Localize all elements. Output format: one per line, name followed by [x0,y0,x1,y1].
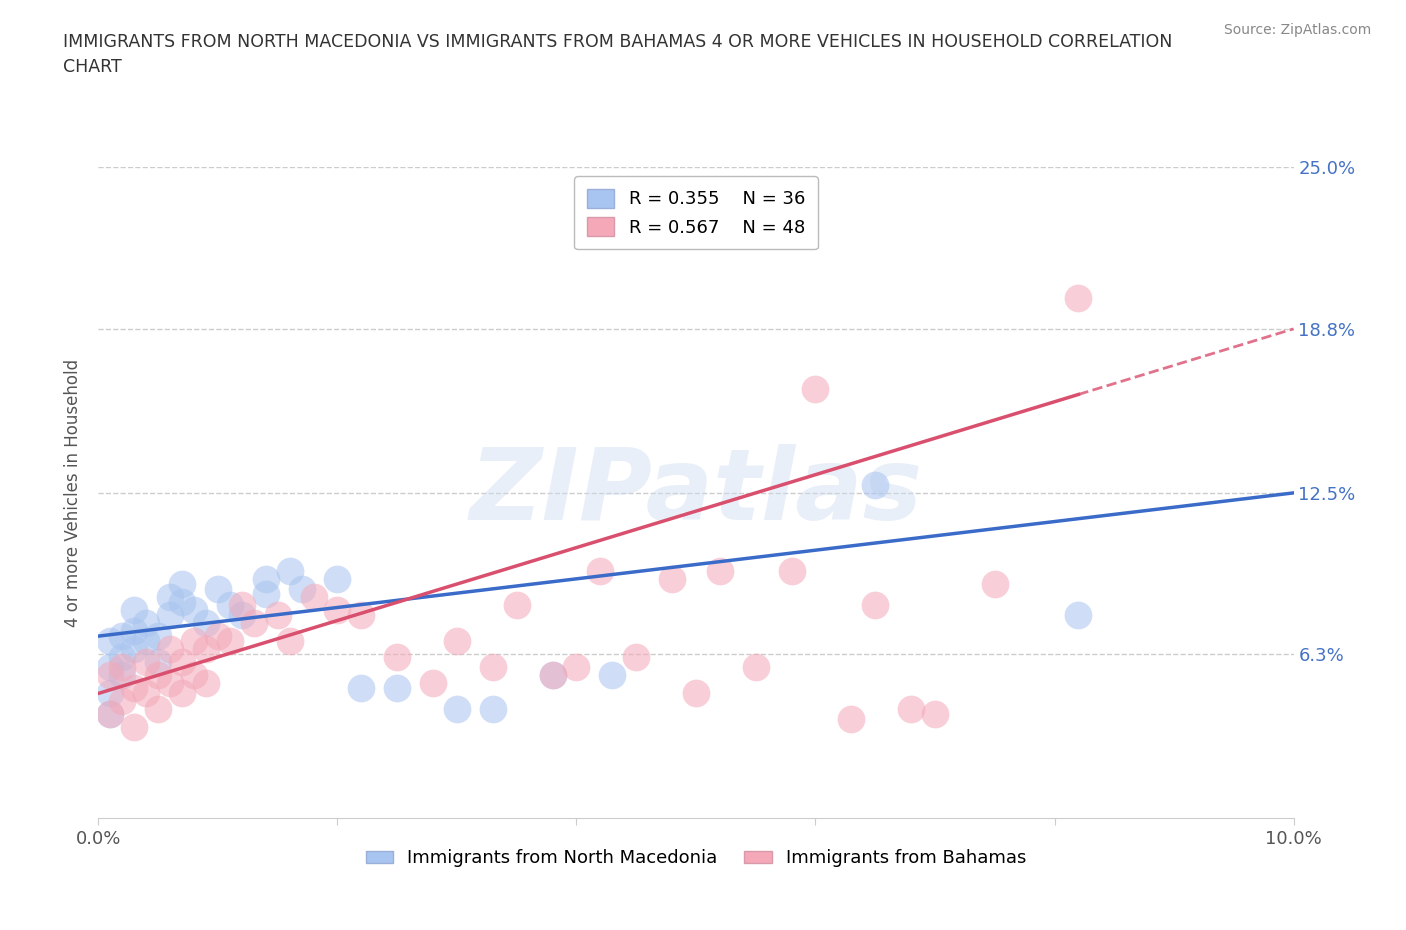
Point [159,590,181,604]
Point [183,603,205,618]
Point [124,681,146,696]
Point [172,577,194,591]
Point [350,681,373,696]
Point [219,634,242,649]
Point [183,668,205,683]
Point [602,668,624,683]
Point [254,571,277,586]
Point [745,660,768,675]
Point [482,701,505,716]
Point [195,675,218,690]
Point [482,660,505,675]
Point [661,571,683,586]
Point [135,634,157,649]
Point [172,655,194,670]
Point [541,668,564,683]
Point [291,582,314,597]
Point [626,649,648,664]
Point [159,608,181,623]
Point [98,660,122,675]
Point [385,681,409,696]
Point [124,603,146,618]
Point [148,629,170,644]
Point [385,649,409,664]
Point [278,634,301,649]
Point [111,668,134,683]
Point [124,642,146,657]
Point [124,720,146,735]
Point [207,582,229,597]
Point [422,675,444,690]
Point [709,564,731,578]
Point [326,603,349,618]
Text: Source: ZipAtlas.com: Source: ZipAtlas.com [1223,23,1371,37]
Point [195,616,218,631]
Point [865,597,887,612]
Point [804,381,827,396]
Point [111,649,134,664]
Point [565,660,588,675]
Point [98,707,122,722]
Legend: Immigrants from North Macedonia, Immigrants from Bahamas: Immigrants from North Macedonia, Immigra… [359,842,1033,874]
Point [278,564,301,578]
Point [148,655,170,670]
Point [159,675,181,690]
Point [135,655,157,670]
Point [183,634,205,649]
Point [685,686,707,701]
Point [111,629,134,644]
Point [541,668,564,683]
Text: ZIPatlas: ZIPatlas [470,445,922,541]
Point [135,686,157,701]
Point [219,597,242,612]
Point [589,564,612,578]
Point [302,590,325,604]
Text: IMMIGRANTS FROM NORTH MACEDONIA VS IMMIGRANTS FROM BAHAMAS 4 OR MORE VEHICLES IN: IMMIGRANTS FROM NORTH MACEDONIA VS IMMIG… [63,33,1173,75]
Point [780,564,803,578]
Point [98,707,122,722]
Point [159,642,181,657]
Point [1067,290,1090,305]
Point [231,597,253,612]
Point [267,608,290,623]
Point [1067,608,1090,623]
Point [231,608,253,623]
Point [924,707,946,722]
Point [98,686,122,701]
Point [865,478,887,493]
Point [350,608,373,623]
Point [506,597,529,612]
Point [446,634,468,649]
Point [326,571,349,586]
Point [254,587,277,602]
Point [195,642,218,657]
Point [207,629,229,644]
Point [148,668,170,683]
Y-axis label: 4 or more Vehicles in Household: 4 or more Vehicles in Household [65,359,83,627]
Point [148,701,170,716]
Point [111,660,134,675]
Point [243,616,266,631]
Point [98,634,122,649]
Point [841,712,863,727]
Point [172,595,194,610]
Point [900,701,922,716]
Point [111,694,134,709]
Point [98,668,122,683]
Point [172,686,194,701]
Point [446,701,468,716]
Point [124,623,146,638]
Point [135,616,157,631]
Point [984,577,1007,591]
